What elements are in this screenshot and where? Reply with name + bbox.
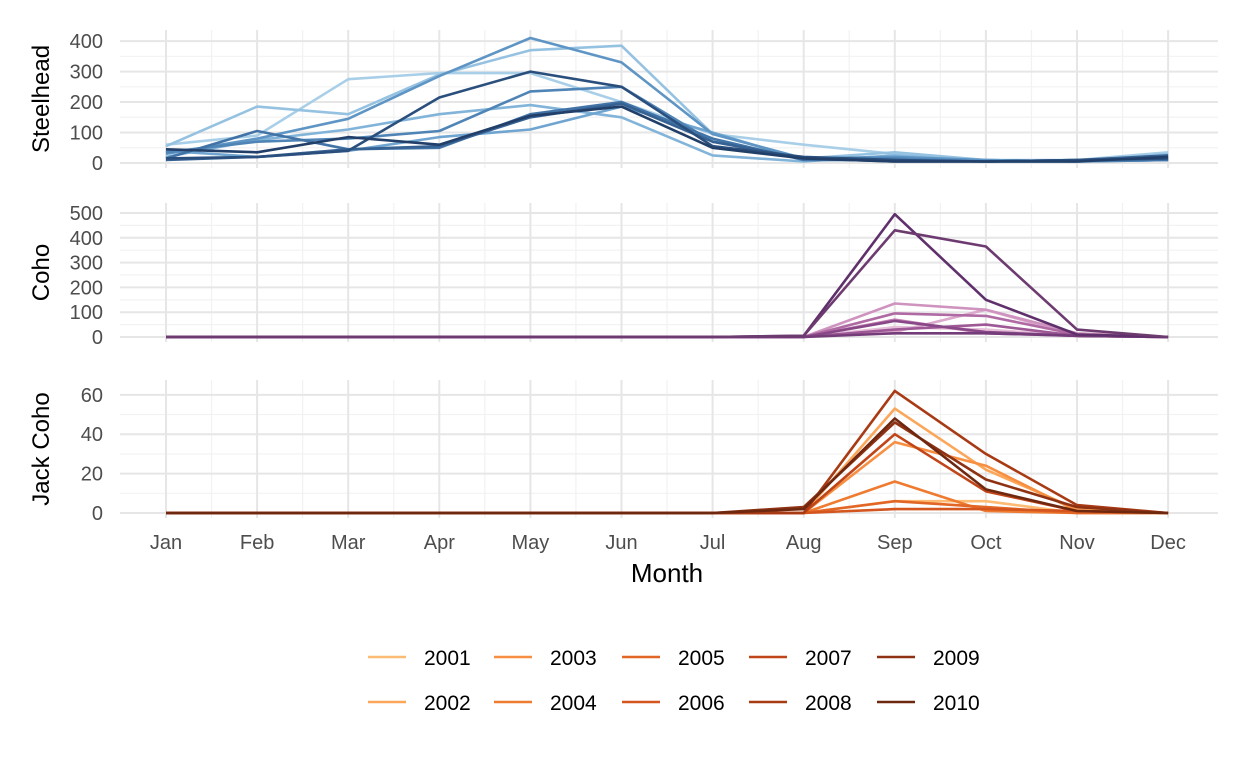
legend: 2001 2002 2003 2004 2005 2006 2007 2008 2009 2010 xyxy=(368,647,980,715)
x-tick-label: Aug xyxy=(786,532,822,554)
panel-jack-coho: 0 20 40 60 Jack Coho xyxy=(28,380,1218,525)
y-tick-label: 400 xyxy=(70,228,103,250)
legend-item: 2006 xyxy=(622,692,725,715)
y-tick-label: 0 xyxy=(92,153,103,175)
panel-steelhead: 0 100 200 300 400 Steelhead xyxy=(28,30,1218,175)
y-tick-label: 200 xyxy=(70,277,103,299)
y-tick-label: 300 xyxy=(70,62,103,84)
legend-label: 2005 xyxy=(678,647,725,670)
legend-label: 2007 xyxy=(805,647,852,670)
y-tick-label: 40 xyxy=(81,424,103,446)
y-tick-label: 500 xyxy=(70,203,103,225)
legend-item: 2010 xyxy=(877,692,980,715)
y-tick-label: 100 xyxy=(70,302,103,324)
y-tick-label: 0 xyxy=(92,327,103,349)
x-tick-label: Apr xyxy=(424,532,455,554)
y-tick-label: 100 xyxy=(70,123,103,145)
legend-item: 2004 xyxy=(494,692,597,715)
y-tick-label: 200 xyxy=(70,92,103,114)
y-tick-label: 300 xyxy=(70,253,103,275)
y-tick-label: 0 xyxy=(92,503,103,525)
series-line-10 xyxy=(166,417,1169,515)
legend-label: 2006 xyxy=(678,692,725,715)
legend-item: 2002 xyxy=(368,692,471,715)
x-tick-label: Jun xyxy=(605,532,637,554)
legend-label: 2009 xyxy=(933,647,980,670)
x-tick-label: Jul xyxy=(700,532,726,554)
legend-label: 2001 xyxy=(424,647,471,670)
x-tick-label: May xyxy=(512,532,550,554)
x-tick-label: Mar xyxy=(331,532,366,554)
legend-label: 2010 xyxy=(933,692,980,715)
x-tick-label: Nov xyxy=(1059,532,1095,554)
y-tick-label: 400 xyxy=(70,31,103,53)
legend-item: 2001 xyxy=(368,647,471,670)
x-tick-label: Oct xyxy=(970,532,1002,554)
legend-item: 2003 xyxy=(494,647,597,670)
y-tick-label: 60 xyxy=(81,385,103,407)
legend-item: 2008 xyxy=(749,692,852,715)
legend-item: 2005 xyxy=(622,647,725,670)
x-tick-label: Jan xyxy=(150,532,182,554)
panels-layer: 0100200300400Steelhead0100200300400500Co… xyxy=(28,30,1218,554)
x-tick-label: Sep xyxy=(877,532,913,554)
legend-item: 2007 xyxy=(749,647,852,670)
legend-label: 2008 xyxy=(805,692,852,715)
legend-item: 2009 xyxy=(877,647,980,670)
x-tick-label: Dec xyxy=(1150,532,1186,554)
panel-label: Steelhead xyxy=(28,45,55,153)
x-axis: Jan Feb Mar Apr May Jun Jul Aug Sep Oct Nov Dec xyxy=(150,532,1186,554)
series-line-10 xyxy=(166,229,1169,339)
y-tick-label: 20 xyxy=(81,464,103,486)
x-tick-label: Feb xyxy=(240,532,274,554)
legend-label: 2003 xyxy=(550,647,597,670)
panel-label: Jack Coho xyxy=(28,392,55,505)
panel-label: Coho xyxy=(28,244,55,301)
series-line-10 xyxy=(165,105,1169,163)
legend-label: 2002 xyxy=(424,692,471,715)
legend-label: 2004 xyxy=(550,692,597,715)
x-axis-title: Month xyxy=(631,558,703,588)
